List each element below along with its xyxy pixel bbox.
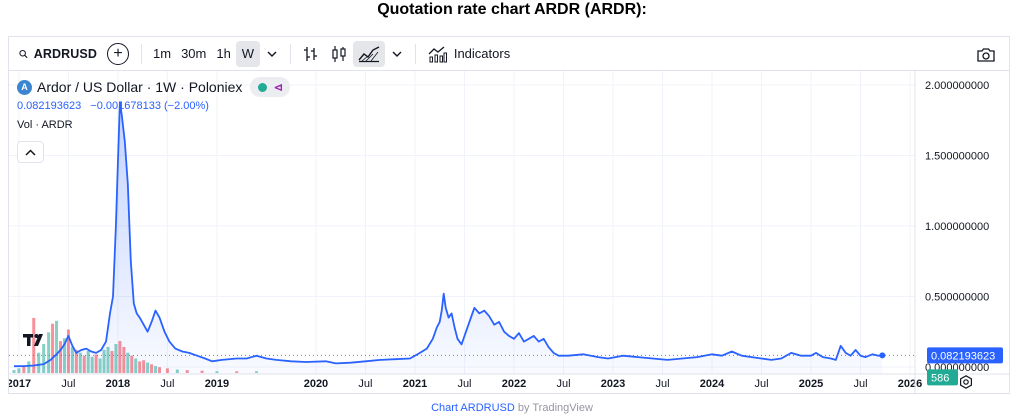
chevron-down-icon (392, 51, 402, 57)
price-area-fill (14, 102, 883, 374)
indicators-button[interactable]: Indicators (422, 41, 516, 67)
bar-style-button[interactable] (297, 41, 325, 67)
x-tick-label: Jul (754, 378, 768, 390)
symbol-search[interactable]: ARDRUSD (9, 37, 97, 71)
chart-settings-button[interactable] (959, 375, 973, 394)
volume-bar (12, 370, 16, 373)
tradingview-logo-icon[interactable] (23, 331, 49, 349)
market-open-dot-icon (257, 82, 267, 92)
chart-symbol-link[interactable]: Chart ARDRUSD (431, 402, 515, 414)
interval-30m-button[interactable]: 30m (181, 46, 207, 61)
legend-collapse-button[interactable] (17, 141, 44, 163)
x-tick-label: Jul (854, 378, 868, 390)
candles-style-button[interactable] (325, 41, 353, 67)
chart-widget: ARDRUSD + 1m 30m 1h W (8, 36, 1010, 394)
attribution-suffix: by TradingView (517, 402, 593, 414)
symbol-label: ARDRUSD (33, 46, 97, 61)
chevron-up-icon (25, 148, 36, 156)
legend-last-value: 0.082193623 (17, 100, 82, 112)
price-line (13, 101, 883, 368)
area-chart-icon (358, 45, 380, 62)
page-title: Quotation rate chart ARDR (ARDR): (377, 1, 647, 18)
x-tick-label: 2023 (601, 378, 625, 390)
ardor-logo-icon: A (17, 79, 32, 95)
price-chart[interactable]: 2.000000000 1.500000000 1.000000000 0.50000… (9, 37, 1009, 393)
x-tick-label: Jul (358, 378, 372, 390)
chart-toolbar: ARDRUSD + 1m 30m 1h W (9, 37, 1009, 71)
x-tick-label: 2026 (898, 378, 922, 390)
volume-badge (927, 369, 958, 386)
x-tick-label: 2022 (502, 378, 526, 390)
tv-mark-icon (23, 334, 43, 346)
x-tick-label: 2024 (700, 378, 725, 390)
share-icon: ⊲ (273, 81, 283, 94)
screenshot-button[interactable] (971, 42, 1001, 68)
x-tick-label: Jul (160, 378, 174, 390)
interval-w-button[interactable]: W (235, 40, 260, 67)
y-tick-label: 1.500000000 (925, 151, 989, 163)
chart-style-dropdown-button[interactable] (385, 41, 409, 67)
legend-volume-label[interactable]: Vol · ARDR (17, 119, 73, 131)
x-tick-label: Jul (457, 378, 471, 390)
volume-bar (32, 317, 36, 373)
legend-title[interactable]: Ardor / US Dollar · 1W · Poloniex (37, 79, 243, 95)
toolbar-divider (414, 43, 416, 64)
gear-icon (960, 375, 972, 389)
x-tick-label: 2020 (304, 378, 328, 390)
x-tick-label: 2018 (106, 378, 130, 390)
compare-add-button[interactable]: + (107, 42, 129, 65)
chevron-down-icon (267, 51, 277, 57)
toolbar-divider (289, 43, 291, 64)
indicators-icon (428, 46, 447, 62)
toolbar-divider (141, 43, 142, 64)
x-tick-label: Jul (61, 378, 75, 390)
legend-status-pill[interactable]: ⊲ (250, 77, 291, 97)
chart-attribution: Chart ARDRUSD by TradingView (0, 402, 1024, 414)
y-tick-label: 2.000000000 (925, 80, 989, 92)
search-icon (19, 49, 28, 58)
camera-icon (977, 48, 995, 62)
interval-1m-button[interactable]: 1m (153, 46, 172, 61)
legend-change: −0.001678133 (−2.00%) (90, 100, 209, 112)
x-tick-label: 2021 (403, 378, 427, 390)
x-tick-label: 2025 (799, 378, 823, 390)
plus-icon: + (113, 44, 123, 62)
y-tick-label: 1.000000000 (925, 221, 989, 233)
last-price-badge (927, 347, 1003, 364)
last-price-dot (879, 352, 886, 359)
volume-badge-text: 586 (931, 372, 949, 384)
x-tick-label: Jul (556, 378, 570, 390)
volume-bar (42, 344, 46, 373)
interval-1h-button[interactable]: 1h (216, 46, 231, 61)
volume-bar (47, 332, 51, 373)
x-tick-label: Jul (655, 378, 669, 390)
interval-dropdown-button[interactable] (260, 41, 284, 67)
y-tick-label: 0.500000000 (925, 291, 989, 303)
candlestick-icon (332, 45, 346, 62)
volume-bar (55, 320, 59, 373)
chart-legend: A Ardor / US Dollar · 1W · Poloniex ⊲ 0.… (17, 77, 291, 133)
indicators-label: Indicators (453, 46, 511, 61)
volume-bar (37, 352, 41, 373)
volume-bar (51, 323, 55, 373)
last-price-badge-text: 0.082193623 (931, 350, 995, 362)
bars-icon (303, 46, 317, 61)
area-style-button[interactable] (352, 40, 385, 67)
x-tick-label: 2019 (205, 378, 229, 390)
x-tick-label: 2017 (9, 378, 31, 390)
